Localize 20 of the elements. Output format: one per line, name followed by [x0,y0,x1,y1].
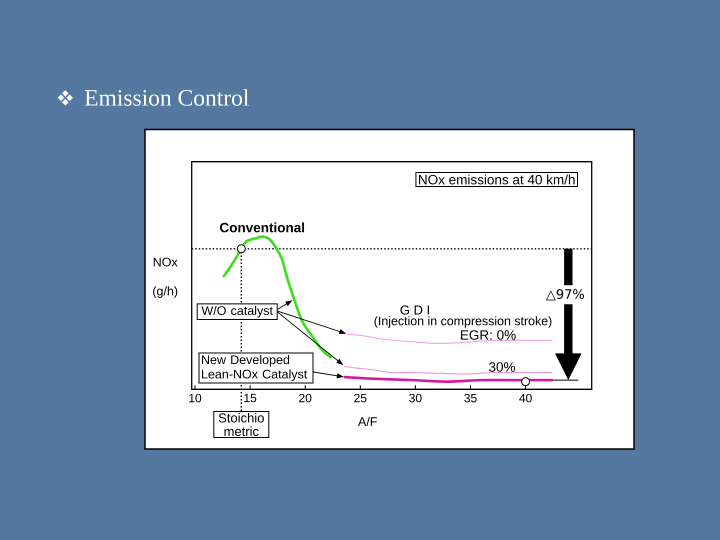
x-tick-label: 40 [519,394,532,402]
text: NOx emissions at 40 km/h [419,174,575,184]
annotation: W/O catalyst [201,306,273,318]
annotation: G D I [400,305,429,315]
text: NOx (g/h) [153,258,178,298]
chart-title: Emission Control [84,89,249,106]
annotation: (Injection in compression stroke) [374,316,552,328]
x-axis-title: A/F [358,416,377,426]
x-tick-label: 35 [464,394,477,402]
series-label: EGR: 0% [460,330,516,340]
x-tick-label: 30 [409,394,422,402]
x-tick-label: 10 [189,394,202,402]
x-tick-label: 20 [299,394,312,402]
series-label: 30% [489,362,516,372]
annotation: △97% [546,289,584,300]
ref-line-label: Stoichio metric [218,412,264,436]
series-label: Conventional [220,222,304,232]
x-tick-label: 25 [354,394,366,402]
annotation: New Developed Lean-NOx Catalyst [202,354,308,382]
x-tick-label: 15 [244,394,256,402]
